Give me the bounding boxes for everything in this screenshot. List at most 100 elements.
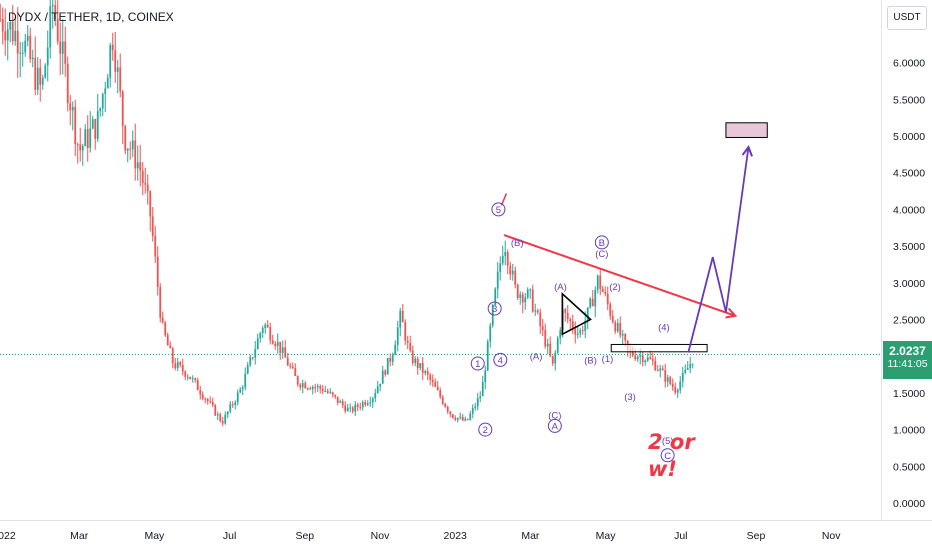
candle-body [266,324,269,328]
candle-body [686,368,689,370]
wave-label: (B) [511,238,524,249]
candle-body [309,388,312,390]
candle-body [581,330,584,332]
current-price-value: 2.0237 [889,344,926,358]
y-tick-label: 5.5000 [893,94,925,106]
y-tick-label: 4.5000 [893,168,925,180]
candle-body [451,414,454,418]
candle-body [56,19,59,42]
candle-body [294,368,297,376]
candle-body [164,322,167,336]
candle-body [304,383,307,389]
candle-body [274,343,277,347]
candle-body [419,363,422,369]
candle-body [334,394,337,397]
candle-body [286,357,289,366]
candle-body [314,387,317,389]
currency-button[interactable]: USDT [887,6,927,30]
wave-label: 1 [475,359,480,370]
wave-label: (3) [624,392,636,403]
wave-label: (2) [609,282,621,293]
candle-body [669,377,672,384]
candle-body [531,289,534,312]
candle-body [536,310,539,313]
candle-body [136,162,139,169]
wave-label: (B) [584,355,597,366]
candle-body [444,403,447,407]
candle-body [486,341,489,371]
candle-body [151,216,154,237]
candle-body [634,355,637,360]
time-axis[interactable]: 2022 Mar May Jul Sep Nov 2023 Mar May Jul Sep Nov [0,520,932,543]
candle-body [229,404,232,412]
candle-body [156,256,159,288]
candle-body [596,275,599,290]
y-tick-label: 1.5000 [893,388,925,400]
candle-body [71,106,74,111]
candle-body [394,344,397,355]
candle-body [414,358,417,364]
candle-body [656,370,659,372]
symbol-title[interactable]: DYDX / TETHER, 1D, COINEX [8,10,174,24]
candle-body [89,128,92,148]
wave-label-circle [493,352,508,367]
candle-body [174,363,177,369]
candle-body [281,347,284,353]
candle-body [196,380,199,391]
candle-body [246,365,249,374]
triangle-pattern [561,291,592,336]
candle-body [544,329,547,347]
candle-body [284,347,287,358]
candle-body [391,354,394,362]
candle-body [26,35,29,41]
wave-label: (C) [595,249,608,260]
candle-body [441,396,444,404]
y-tick-label: 6.0000 [893,58,925,70]
wave-label: A [552,421,559,432]
candle-body [134,140,137,169]
candle-body [671,383,674,388]
candle-body [499,263,502,272]
candle-body [501,255,504,264]
candle-body [54,5,57,20]
candle-body [666,377,669,382]
candle-body [651,359,654,361]
target-zone-box [725,122,768,138]
candle-body [74,106,77,145]
x-tick-label: Jul [674,530,687,542]
candle-body [101,93,104,109]
candle-body [206,399,209,402]
trendline-arrowhead [725,307,738,319]
candle-body [566,312,569,320]
candle-body [649,357,652,360]
candle-body [529,289,532,291]
candle-body [29,35,32,60]
x-tick-label: 2023 [444,530,468,542]
price-axis[interactable]: 6.0000 5.5000 5.0000 4.5000 4.0000 3.5000 3.00… [881,0,926,520]
candle-body [301,383,304,388]
candle-body [299,384,302,388]
projection-polyline [687,146,750,353]
candle-body [359,406,362,408]
candle-body [296,375,299,385]
candle-body [461,416,464,421]
candle-body [24,40,27,53]
candle-body [416,358,419,369]
candle-body [51,5,54,7]
candle-body [116,67,119,72]
candle-body [234,402,237,405]
candle-body [144,183,147,185]
wave-label-circle [470,356,485,371]
candle-body [446,406,449,412]
wave-label: (A) [554,282,567,293]
candle-body [466,418,469,420]
trendline-segment [503,234,736,317]
candle-body [449,411,452,415]
candle-body [354,404,357,412]
y-tick-label: 2.5000 [893,315,925,327]
candle-body [409,342,412,351]
candle-body [154,236,157,257]
candle-body [99,108,102,112]
